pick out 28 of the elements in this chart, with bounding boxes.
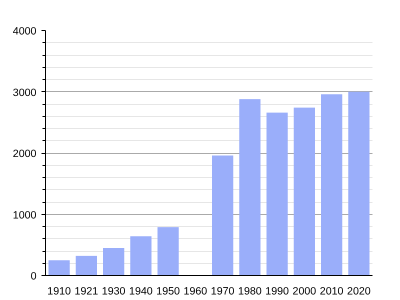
x-tick-label: 1921 [74, 286, 98, 298]
y-tick-label: 0 [30, 270, 37, 282]
y-tick-label: 2000 [12, 148, 37, 160]
x-tick-label: 1950 [156, 286, 180, 298]
bar [239, 99, 261, 276]
x-tick-label: 1910 [47, 286, 72, 298]
x-tick-label: 2020 [347, 286, 371, 298]
x-tick-label: 1990 [265, 286, 290, 298]
x-tick-label: 1940 [129, 286, 153, 298]
bar [76, 256, 98, 276]
bar [130, 236, 152, 276]
bar [294, 108, 316, 276]
x-tick-label: 1960 [184, 286, 208, 298]
x-tick-label: 1970 [210, 286, 235, 298]
x-tick-label: 2000 [292, 286, 316, 298]
x-tick-label: 2010 [320, 286, 344, 298]
bar [48, 260, 70, 276]
bar [212, 155, 234, 276]
bar [348, 92, 370, 276]
bar [320, 94, 342, 276]
y-tick-label: 3000 [12, 86, 37, 99]
bar [157, 227, 179, 276]
x-tick-label: 1980 [238, 286, 262, 298]
y-tick-label: 1000 [12, 209, 37, 222]
bar [102, 248, 124, 276]
y-tick-label: 4000 [12, 26, 37, 38]
x-tick-label: 1930 [102, 286, 126, 298]
bar [266, 112, 288, 276]
